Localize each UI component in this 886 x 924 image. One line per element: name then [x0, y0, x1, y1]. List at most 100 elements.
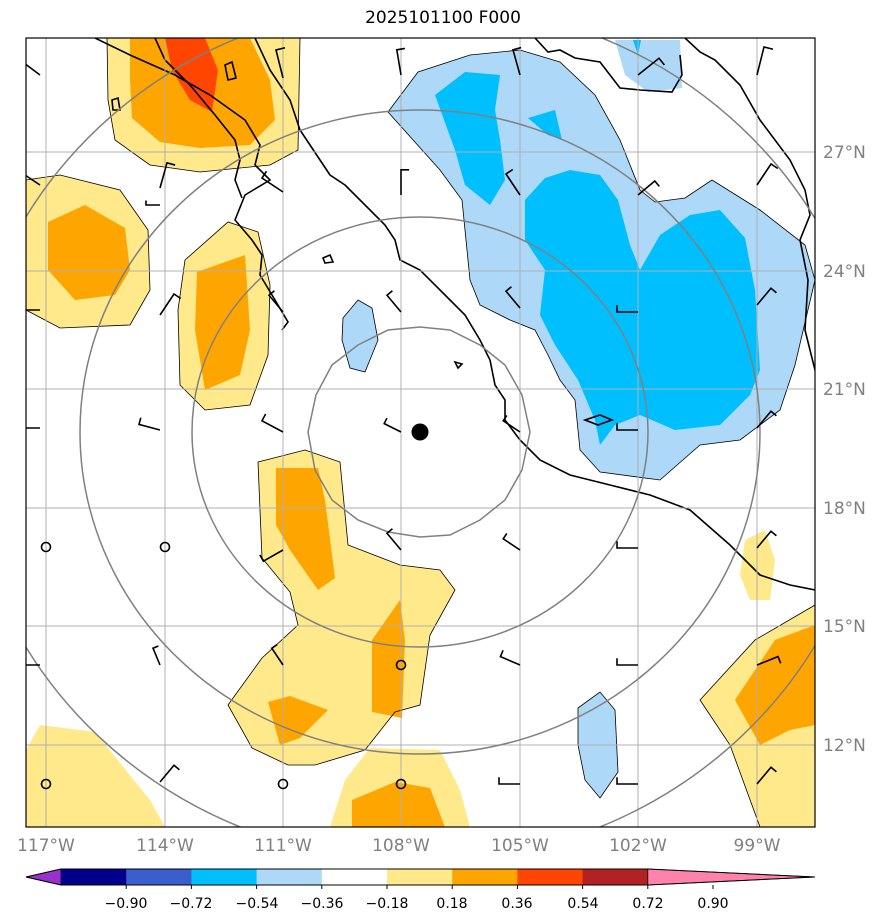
colorbar-tick-label: 0.18: [436, 896, 467, 912]
negative-anomaly-n-inner: [633, 40, 641, 55]
lon-label: 102°W: [609, 836, 667, 856]
wind-barb: [138, 417, 161, 431]
colorbar-segment: [126, 869, 192, 885]
colorbar-segment: [321, 869, 388, 885]
wind-barb: [616, 423, 638, 431]
lat-label: 27°N: [823, 143, 866, 163]
positive-anomaly-sc-inner-b: [372, 600, 405, 718]
colorbar-labels: −0.90 −0.72 −0.54 −0.36 −0.18 0.18 0.36 …: [105, 896, 729, 912]
negative-anomaly-ne-inner-c: [525, 170, 760, 445]
wind-barb: [756, 410, 777, 429]
calm-wind-circle: [159, 541, 171, 553]
wind-barb: [259, 549, 284, 563]
positive-anomaly-s-inner: [352, 782, 445, 827]
lat-label: 24°N: [823, 262, 866, 282]
positive-anomaly-wc-inner: [195, 255, 250, 390]
colorbar-tick-label: 0.36: [501, 896, 532, 912]
wind-barb: [756, 530, 777, 549]
wind-barbs: [26, 46, 782, 790]
island-a: [224, 60, 237, 81]
colorbar-segment: [452, 869, 518, 885]
wind-barb: [756, 46, 774, 76]
coastlines: [94, 38, 815, 591]
wind-barb: [616, 777, 638, 785]
wind-barb: [26, 63, 41, 76]
map-frame: [25, 37, 816, 828]
longitude-labels: 117°W 114°W 111°W 108°W 105°W 102°W 99°W: [17, 836, 781, 856]
wind-barb: [616, 305, 638, 313]
positive-anomaly-nw-core: [165, 38, 218, 112]
lat-label: 21°N: [823, 380, 866, 400]
wind-barb: [400, 169, 410, 195]
gulf-coast: [684, 38, 815, 371]
range-rings: [26, 38, 815, 827]
wind-barb: [498, 777, 520, 785]
colorbar-tick-label: 0.54: [567, 896, 598, 912]
wind-barb: [616, 541, 638, 549]
wind-barb: [385, 290, 402, 313]
colorbar-segment: [387, 869, 453, 885]
wind-barb: [151, 645, 161, 666]
wind-barb: [383, 417, 402, 433]
colorbar-segment: [61, 869, 127, 885]
wind-barb: [502, 414, 521, 433]
wind-barb: [616, 658, 638, 666]
lon-label: 99°W: [734, 836, 781, 856]
wind-barb: [756, 766, 777, 785]
lon-label: 105°W: [491, 836, 549, 856]
wind-barb: [385, 528, 402, 551]
wind-barb: [260, 170, 284, 193]
baja-coast-west: [154, 38, 243, 199]
calm-wind-circle: [395, 659, 407, 671]
colorbar-tick-label: −0.54: [236, 896, 279, 912]
wind-barb: [26, 427, 40, 429]
wind-barb: [512, 46, 522, 76]
colorbar-frame: [25, 868, 816, 886]
wind-barb: [395, 47, 406, 76]
wind-barb: [504, 168, 521, 196]
colorbar-tick-label: −0.72: [170, 896, 213, 912]
storm-center-marker: [411, 423, 429, 441]
wind-barb: [756, 287, 777, 306]
wind-barb: [504, 286, 521, 309]
colorbar-extend-high: [647, 868, 816, 886]
colorbar-tick-label: 0.90: [697, 896, 728, 912]
negative-anomaly-ne-inner-a: [435, 72, 505, 205]
colorbar-segment: [191, 869, 258, 885]
calm-wind-circle: [395, 778, 407, 790]
calm-wind-circle: [277, 778, 289, 790]
colorbar-tick-label: −0.18: [366, 896, 409, 912]
wind-barb: [275, 46, 286, 79]
wind-barb: [159, 292, 182, 316]
island-b: [111, 96, 121, 111]
positive-anomaly-se-inner: [735, 625, 815, 745]
range-ring-3: [79, 109, 761, 755]
lat-label: 15°N: [823, 617, 866, 637]
lat-label: 18°N: [823, 499, 866, 519]
lon-label: 108°W: [372, 836, 430, 856]
wind-barb: [267, 290, 284, 313]
positive-anomaly-sw: [26, 725, 165, 827]
mexico-mainland-coast: [254, 38, 815, 591]
lon-label: 114°W: [136, 836, 194, 856]
wind-barb: [26, 664, 40, 666]
plot-title: 2025101100 F000: [365, 8, 521, 28]
wind-barb: [270, 643, 284, 666]
shaded-field: [26, 38, 815, 827]
colorbar-segment: [517, 869, 584, 885]
us-border: [534, 38, 683, 93]
lon-label: 117°W: [17, 836, 75, 856]
wind-barb: [26, 309, 40, 311]
colorbar-segment: [582, 869, 649, 885]
colorbar-segment: [256, 869, 323, 885]
positive-anomaly-w-inner: [48, 205, 130, 300]
wind-barb: [159, 764, 180, 783]
colorbar-tick-label: 0.72: [632, 896, 663, 912]
wind-barb: [637, 179, 660, 196]
wind-barb: [637, 57, 666, 76]
calm-wind-circle: [40, 778, 52, 790]
range-ring-2: [191, 216, 649, 648]
wind-barb: [756, 162, 779, 186]
wind-barb: [260, 413, 284, 433]
